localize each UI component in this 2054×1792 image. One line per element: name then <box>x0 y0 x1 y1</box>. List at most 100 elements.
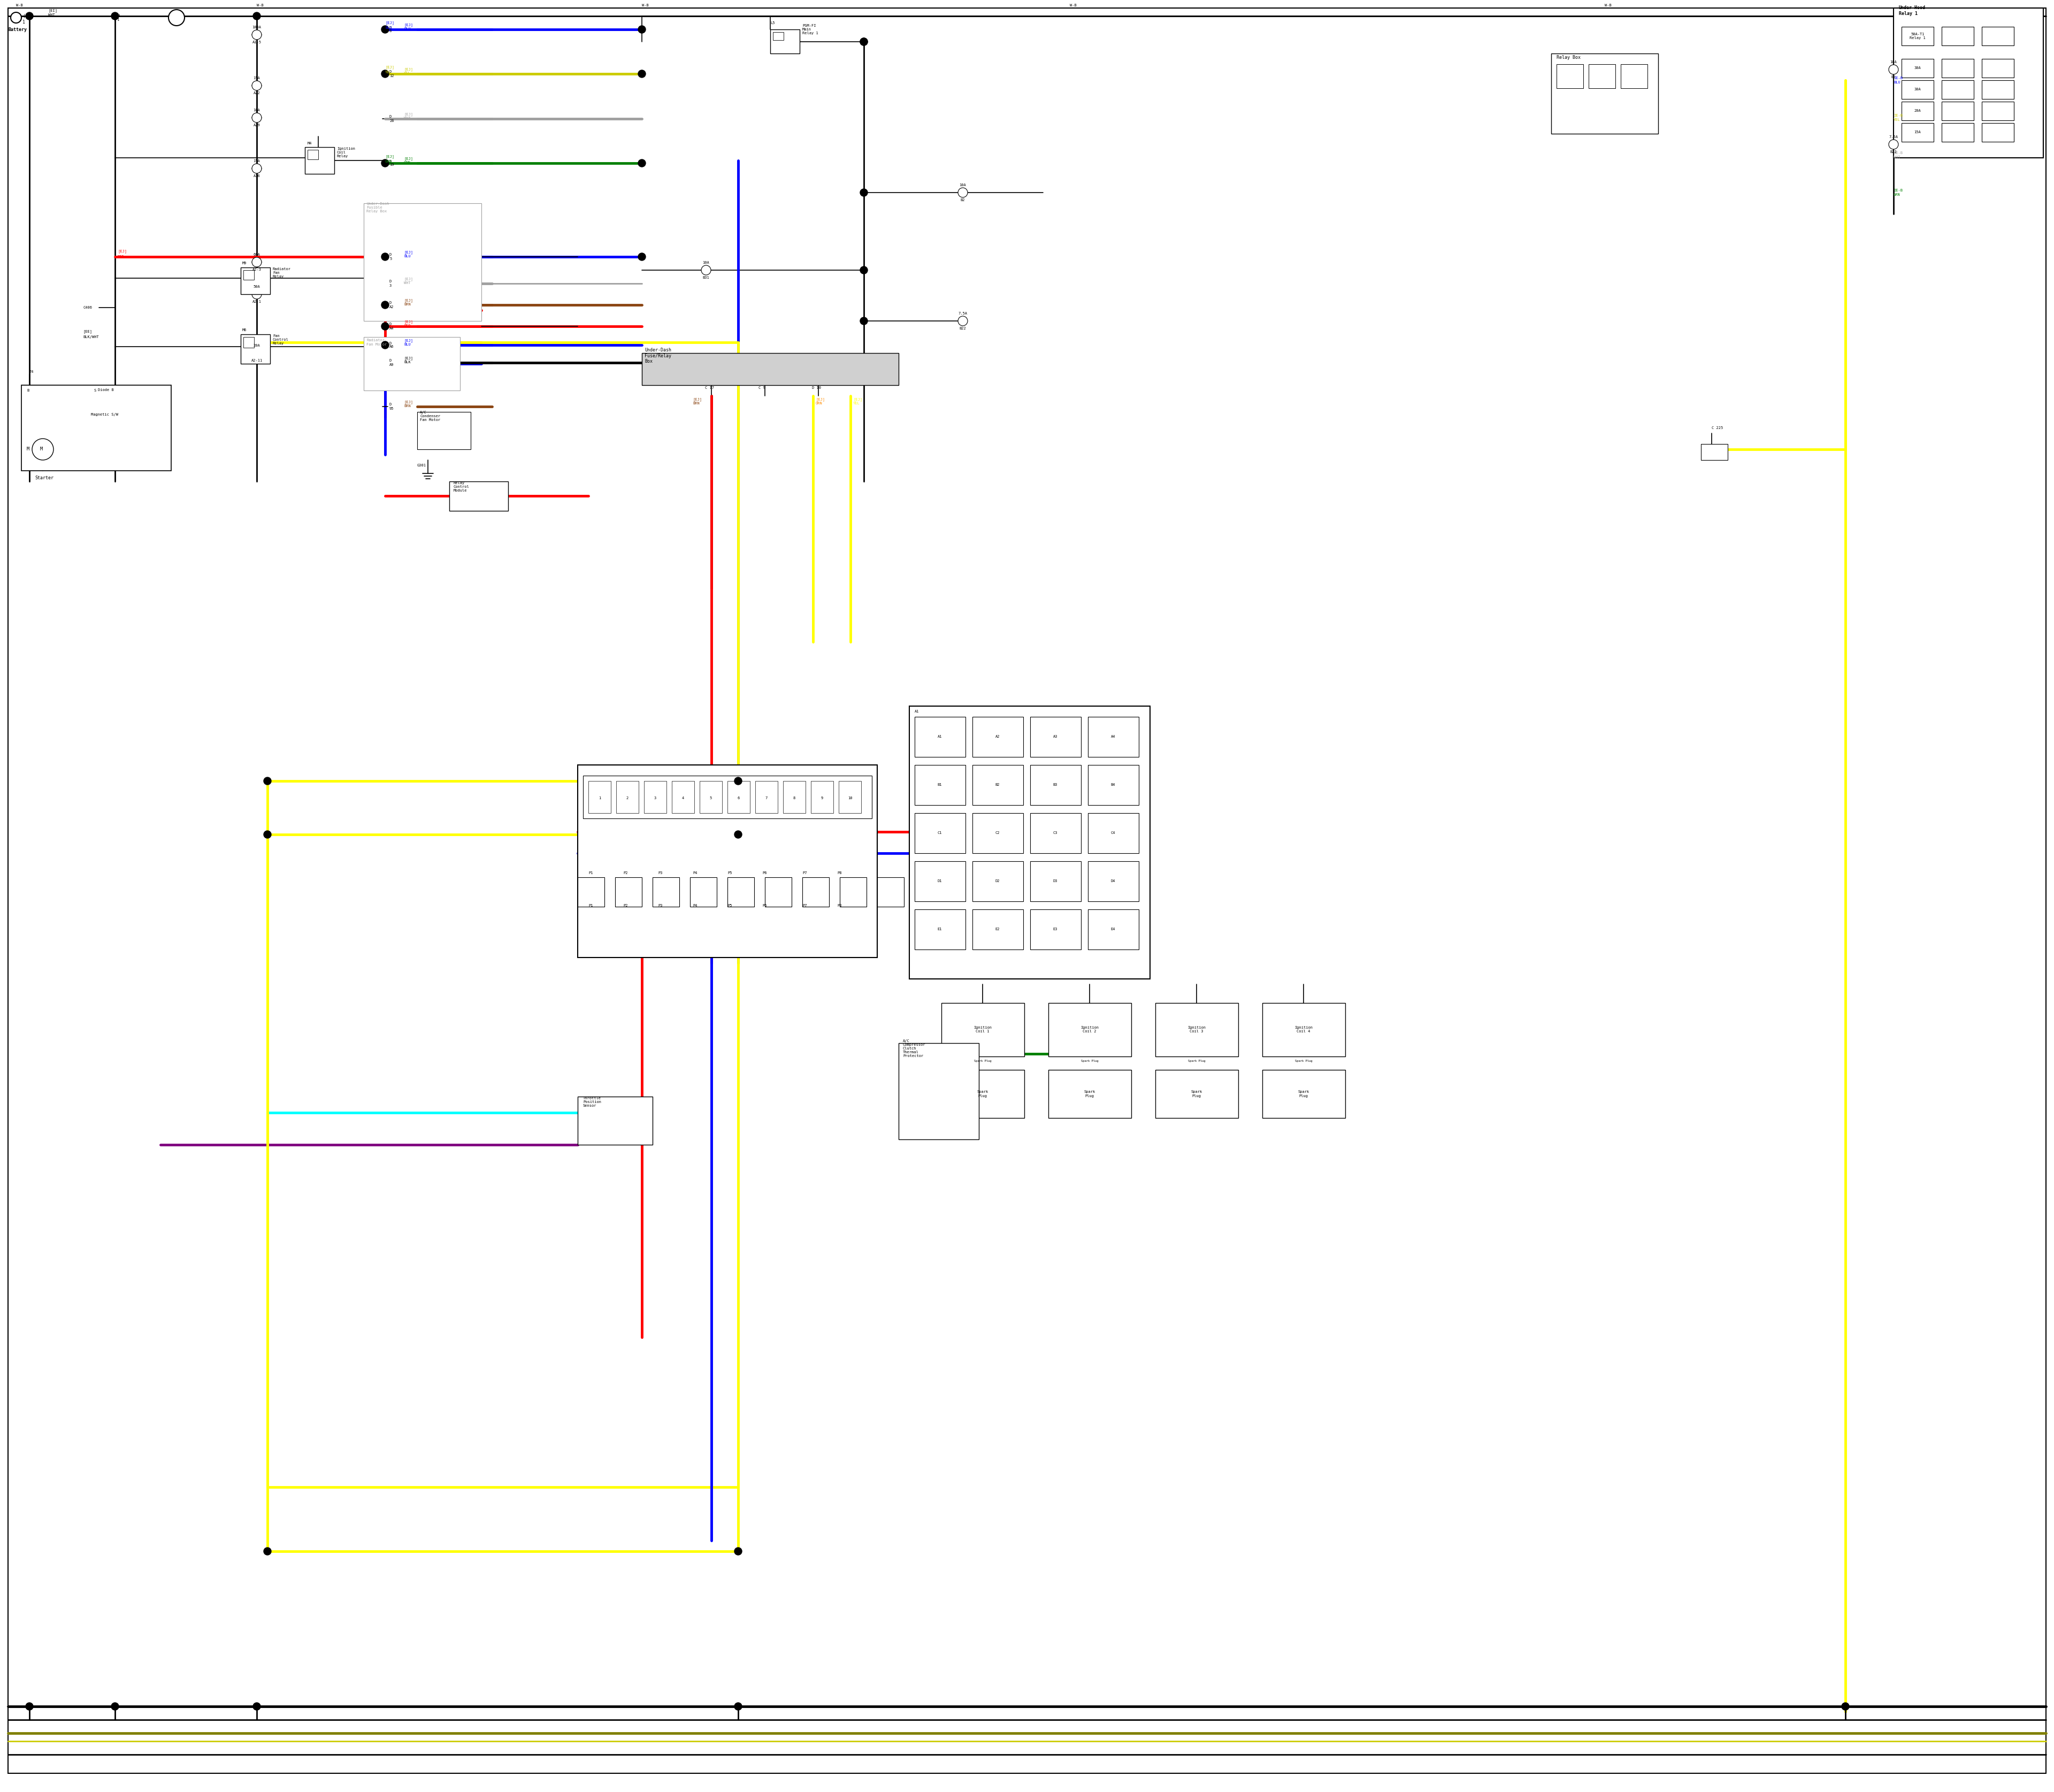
Bar <box>727 878 754 907</box>
Circle shape <box>382 301 388 308</box>
Text: [EJ]
RED: [EJ] RED <box>405 321 413 328</box>
Text: M9: M9 <box>242 262 246 265</box>
Bar <box>1902 27 1933 45</box>
Text: [EJ]
BRN: [EJ] BRN <box>405 299 413 306</box>
Text: Under-Dash
Fuse/Relay
Box: Under-Dash Fuse/Relay Box <box>645 348 672 364</box>
Text: M4: M4 <box>308 142 312 145</box>
Text: A22: A22 <box>253 91 261 95</box>
Text: GRN: GRN <box>386 159 392 163</box>
Circle shape <box>382 323 388 330</box>
Bar <box>1031 909 1080 950</box>
Text: L5: L5 <box>770 22 774 25</box>
Text: D
8: D 8 <box>390 25 392 32</box>
Circle shape <box>735 831 741 839</box>
Text: [EJ]
YEL: [EJ] YEL <box>405 68 413 75</box>
Bar <box>914 717 965 756</box>
Text: 20A: 20A <box>253 344 261 348</box>
Circle shape <box>700 265 711 274</box>
Text: W-B: W-B <box>1604 4 1612 7</box>
Bar <box>1263 1070 1345 1118</box>
Text: [EJ]: [EJ] <box>386 66 394 70</box>
Bar <box>577 914 604 935</box>
Bar <box>972 765 1023 805</box>
Bar <box>364 337 460 391</box>
Circle shape <box>253 163 261 174</box>
Text: Battery: Battery <box>8 27 27 32</box>
Text: C4: C4 <box>1111 831 1115 835</box>
Text: W-B: W-B <box>257 4 263 7</box>
Text: A29: A29 <box>253 124 261 127</box>
Bar <box>770 29 799 54</box>
Text: D2: D2 <box>996 880 1000 883</box>
Text: 50A-T1
Relay 1: 50A-T1 Relay 1 <box>1910 32 1925 39</box>
Circle shape <box>111 13 119 20</box>
Circle shape <box>639 159 645 167</box>
Bar <box>972 862 1023 901</box>
Text: B22: B22 <box>1890 151 1898 154</box>
Text: A2-3: A2-3 <box>253 269 261 271</box>
Bar <box>826 914 852 935</box>
Bar <box>82 385 97 394</box>
Text: [EJ]
BLU: [EJ] BLU <box>405 339 413 346</box>
Text: P6: P6 <box>762 903 768 907</box>
Bar <box>612 878 639 898</box>
Text: [EJ]: [EJ] <box>386 22 394 25</box>
Circle shape <box>382 70 388 77</box>
Bar <box>647 878 674 898</box>
Text: B2: B2 <box>1892 75 1896 79</box>
Text: 60A: 60A <box>253 253 261 256</box>
Bar <box>364 202 481 321</box>
Text: 6: 6 <box>737 796 739 799</box>
Text: S: S <box>94 389 97 392</box>
Bar <box>1048 1070 1132 1118</box>
Bar <box>1941 124 1974 142</box>
Bar <box>972 909 1023 950</box>
Bar <box>826 878 852 898</box>
Bar <box>910 706 1150 978</box>
Bar <box>1089 909 1138 950</box>
Bar <box>914 765 965 805</box>
Circle shape <box>25 13 33 20</box>
Circle shape <box>253 30 261 39</box>
Circle shape <box>263 778 271 785</box>
Bar <box>783 781 805 814</box>
Bar <box>577 878 604 907</box>
Text: C 9: C 9 <box>758 387 766 389</box>
Text: 8: 8 <box>793 796 795 799</box>
Bar <box>1031 717 1080 756</box>
Text: WHT: WHT <box>47 13 55 16</box>
Bar <box>1557 65 1584 88</box>
Circle shape <box>253 113 261 122</box>
Bar <box>1089 717 1138 756</box>
Circle shape <box>735 1702 741 1710</box>
Bar <box>1982 81 2013 99</box>
Text: D1: D1 <box>937 880 943 883</box>
Text: 10A: 10A <box>253 109 261 111</box>
Circle shape <box>382 159 388 167</box>
Text: P1: P1 <box>589 871 594 874</box>
Text: P3: P3 <box>659 871 663 874</box>
Circle shape <box>253 348 261 358</box>
Text: B31: B31 <box>702 276 709 280</box>
Text: BLU: BLU <box>386 27 392 29</box>
Bar <box>1982 124 2013 142</box>
Text: E1: E1 <box>937 928 943 930</box>
Bar <box>914 909 965 950</box>
Text: BLK/WHT: BLK/WHT <box>82 335 99 339</box>
Text: 3: 3 <box>653 796 657 799</box>
Circle shape <box>639 25 645 34</box>
Text: [EJ]
WHT: [EJ] WHT <box>405 113 413 120</box>
Text: Fan
Control
Relay: Fan Control Relay <box>273 335 290 346</box>
Circle shape <box>253 13 261 20</box>
Text: A4: A4 <box>1111 735 1115 738</box>
Text: [EJ]: [EJ] <box>386 154 394 158</box>
Text: P2: P2 <box>624 903 629 907</box>
Bar <box>803 878 830 907</box>
Bar <box>1894 7 2044 158</box>
Text: B2: B2 <box>961 199 965 202</box>
Circle shape <box>639 70 645 77</box>
Text: B4: B4 <box>1111 783 1115 787</box>
Bar <box>647 914 674 935</box>
Bar <box>1154 1070 1239 1118</box>
Text: D
95: D 95 <box>390 403 394 410</box>
